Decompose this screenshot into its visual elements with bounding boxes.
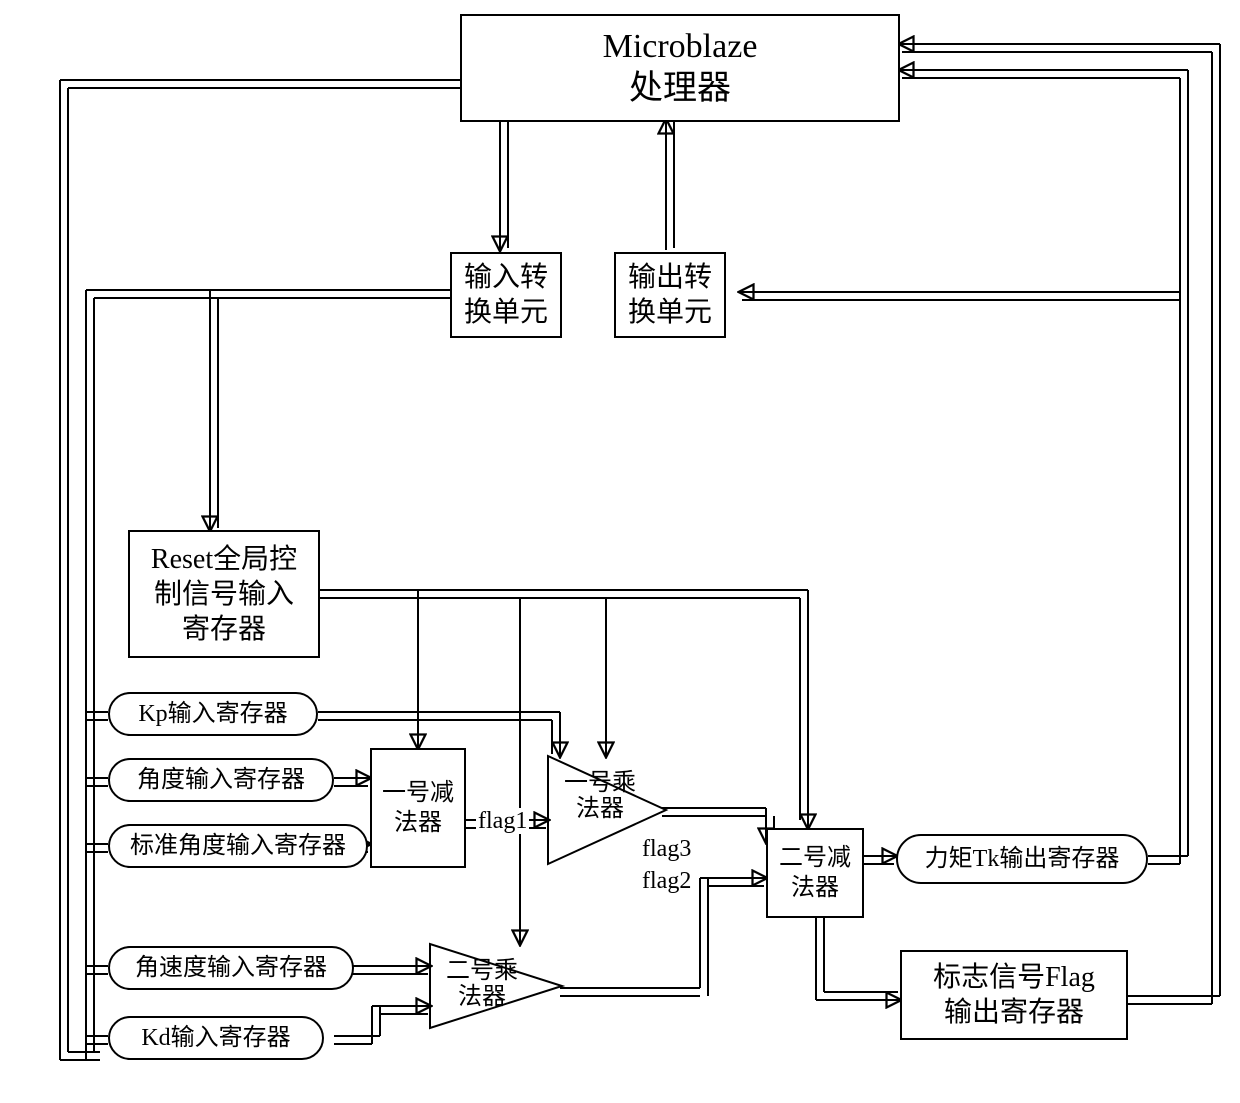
kp-reg-box: Kp输入寄存器 <box>108 692 318 736</box>
kp-reg-label: Kp输入寄存器 <box>138 701 287 727</box>
tk-reg-label: 力矩Tk输出寄存器 <box>925 846 1120 872</box>
sub2-label: 二号减法器 <box>779 843 851 903</box>
output-conv-label: 输出转换单元 <box>628 260 712 330</box>
angvel-reg-label: 角速度输入寄存器 <box>135 955 327 981</box>
input-conv-label: 输入转换单元 <box>464 260 548 330</box>
mul1-label: 一号乘法器 <box>564 770 636 822</box>
flag-reg-box: 标志信号Flag输出寄存器 <box>900 950 1128 1040</box>
kd-reg-box: Kd输入寄存器 <box>108 1016 324 1060</box>
flag2-label: flag2 <box>640 868 693 894</box>
angvel-reg-box: 角速度输入寄存器 <box>108 946 354 990</box>
angle-reg-label: 角度输入寄存器 <box>137 767 305 793</box>
output-conv-box: 输出转换单元 <box>614 252 726 338</box>
mul2-label: 二号乘法器 <box>446 958 518 1010</box>
flag3-label: flag3 <box>640 836 693 862</box>
sub1-label: 一号减法器 <box>382 778 454 838</box>
sub1-box: 一号减法器 <box>370 748 466 868</box>
angle-reg-box: 角度输入寄存器 <box>108 758 334 802</box>
mul2-label-wrap: 二号乘法器 <box>438 958 526 1011</box>
kd-reg-label: Kd输入寄存器 <box>141 1025 290 1051</box>
reset-reg-label: Reset全局控制信号输入寄存器 <box>151 542 297 647</box>
sub2-box: 二号减法器 <box>766 828 864 918</box>
flag1-label: flag1 <box>476 808 529 834</box>
mul1-label-wrap: 一号乘法器 <box>556 770 644 823</box>
tk-reg-box: 力矩Tk输出寄存器 <box>896 834 1148 884</box>
microblaze-label: Microblaze处理器 <box>603 26 758 111</box>
flag-reg-label: 标志信号Flag输出寄存器 <box>933 960 1095 1030</box>
reset-reg-box: Reset全局控制信号输入寄存器 <box>128 530 320 658</box>
std-angle-reg-box: 标准角度输入寄存器 <box>108 824 368 868</box>
input-conv-box: 输入转换单元 <box>450 252 562 338</box>
std-angle-reg-label: 标准角度输入寄存器 <box>130 833 346 859</box>
microblaze-box: Microblaze处理器 <box>460 14 900 122</box>
